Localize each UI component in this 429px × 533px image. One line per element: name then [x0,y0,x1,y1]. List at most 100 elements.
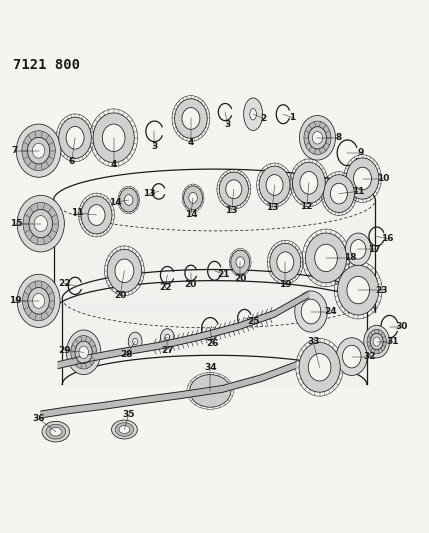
Text: 6: 6 [69,157,75,166]
Ellipse shape [244,98,263,131]
Text: 34: 34 [204,363,217,372]
Ellipse shape [342,345,361,368]
Ellipse shape [184,186,202,210]
Ellipse shape [293,162,325,204]
Ellipse shape [308,353,331,381]
Ellipse shape [34,216,47,231]
Ellipse shape [336,338,367,375]
Ellipse shape [28,287,49,314]
Text: 11: 11 [71,208,84,217]
Ellipse shape [165,334,170,340]
Text: 14: 14 [109,198,122,207]
Text: 22: 22 [159,284,172,293]
Text: 22: 22 [58,279,71,288]
Ellipse shape [305,233,347,283]
Ellipse shape [66,330,101,375]
Polygon shape [58,291,309,369]
Text: 13: 13 [143,189,156,198]
Ellipse shape [103,124,125,151]
Ellipse shape [299,116,335,160]
Ellipse shape [236,257,245,268]
Ellipse shape [107,249,142,292]
Ellipse shape [133,338,138,345]
Ellipse shape [81,196,112,234]
Ellipse shape [259,166,290,204]
Text: 20: 20 [185,280,197,289]
Text: 7: 7 [12,146,18,155]
Ellipse shape [231,250,250,274]
Ellipse shape [347,277,369,304]
Ellipse shape [301,299,321,324]
Text: 30: 30 [396,322,408,331]
Text: 18: 18 [344,253,356,262]
Text: 36: 36 [32,414,45,423]
Ellipse shape [29,209,52,238]
Polygon shape [54,200,375,312]
Ellipse shape [75,341,92,364]
Ellipse shape [295,291,327,332]
Text: 13: 13 [225,206,238,215]
Ellipse shape [112,420,137,439]
Text: 32: 32 [363,352,376,361]
Ellipse shape [219,172,248,206]
Text: 20: 20 [234,274,246,283]
Ellipse shape [312,132,323,144]
Ellipse shape [226,180,242,199]
Ellipse shape [66,126,84,149]
Ellipse shape [250,109,257,120]
Ellipse shape [115,259,134,282]
Text: 10: 10 [377,174,389,183]
Text: 20: 20 [114,291,126,300]
Text: 25: 25 [248,317,260,326]
Text: 33: 33 [307,337,320,346]
Ellipse shape [93,113,134,163]
Text: 19: 19 [279,280,292,289]
Ellipse shape [373,337,380,346]
Polygon shape [41,362,296,418]
Text: 19: 19 [9,296,21,305]
Ellipse shape [304,121,331,155]
Ellipse shape [338,265,379,315]
Text: 8: 8 [336,133,342,142]
Text: 4: 4 [111,160,117,169]
Text: 3: 3 [151,142,157,151]
Ellipse shape [160,329,174,346]
Ellipse shape [270,244,301,281]
Ellipse shape [323,175,354,213]
Ellipse shape [266,175,283,196]
Ellipse shape [175,99,207,138]
Ellipse shape [33,293,45,308]
Text: 27: 27 [161,346,174,354]
Ellipse shape [88,205,105,225]
Text: 23: 23 [375,286,388,295]
Ellipse shape [299,342,340,392]
Ellipse shape [345,233,371,265]
Ellipse shape [71,336,97,369]
Ellipse shape [128,332,142,351]
Ellipse shape [46,424,66,439]
Ellipse shape [330,183,347,204]
Ellipse shape [367,329,386,354]
Ellipse shape [32,143,45,158]
Text: 24: 24 [324,307,337,316]
Polygon shape [62,298,367,384]
Text: 16: 16 [381,234,394,243]
Text: 31: 31 [387,337,399,346]
Text: 1: 1 [290,113,296,122]
Text: 15: 15 [9,219,22,228]
Text: 17: 17 [368,245,381,254]
Ellipse shape [27,138,50,164]
Text: 3: 3 [224,120,230,130]
Text: 11: 11 [351,187,364,196]
Ellipse shape [124,195,133,205]
Ellipse shape [364,325,390,358]
Text: 7121 800: 7121 800 [13,59,80,72]
Ellipse shape [300,172,318,194]
Ellipse shape [115,423,134,437]
Ellipse shape [16,124,61,177]
Ellipse shape [22,281,55,321]
Ellipse shape [277,252,294,272]
Ellipse shape [42,422,69,442]
Ellipse shape [17,195,64,252]
Ellipse shape [22,131,55,171]
